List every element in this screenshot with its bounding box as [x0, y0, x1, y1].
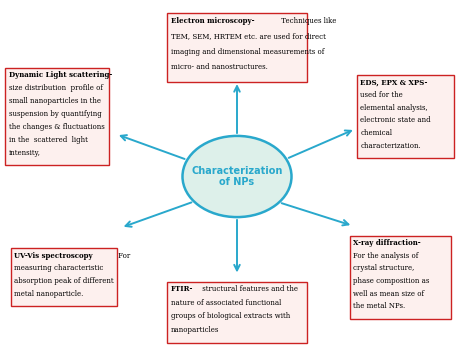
FancyBboxPatch shape	[167, 282, 307, 343]
Text: Characterization
of NPs: Characterization of NPs	[191, 166, 283, 187]
Text: Dynamic Light scattering-: Dynamic Light scattering-	[9, 71, 112, 79]
Text: size distribution  profile of: size distribution profile of	[9, 84, 102, 92]
Text: For: For	[116, 251, 130, 259]
Text: nanoparticles: nanoparticles	[171, 326, 219, 334]
Text: chemical: chemical	[360, 129, 392, 137]
Text: structural features and the: structural features and the	[200, 285, 298, 293]
Text: X-ray diffraction-: X-ray diffraction-	[353, 239, 421, 247]
Text: the metal NPs.: the metal NPs.	[353, 303, 406, 310]
Text: For the analysis of: For the analysis of	[353, 252, 419, 260]
Text: groups of biological extracts with: groups of biological extracts with	[171, 312, 290, 321]
Text: metal nanoparticle.: metal nanoparticle.	[15, 290, 84, 298]
Text: used for the: used for the	[360, 91, 403, 99]
Text: absorption peak of different: absorption peak of different	[15, 277, 114, 285]
Text: the changes & fluctuations: the changes & fluctuations	[9, 123, 104, 131]
Text: in the  scattered  light: in the scattered light	[9, 136, 87, 144]
Text: phase composition as: phase composition as	[353, 277, 430, 285]
Text: UV-Vis spectroscopy: UV-Vis spectroscopy	[15, 251, 93, 259]
Text: well as mean size of: well as mean size of	[353, 290, 425, 298]
Circle shape	[182, 136, 292, 217]
Text: intensity,: intensity,	[9, 149, 41, 157]
Text: TEM, SEM, HRTEM etc. are used for direct: TEM, SEM, HRTEM etc. are used for direct	[171, 32, 326, 40]
Text: Electron microscopy-: Electron microscopy-	[171, 17, 255, 25]
Text: Techniques like: Techniques like	[279, 17, 336, 25]
Text: small nanoparticles in the: small nanoparticles in the	[9, 97, 100, 105]
Text: elemental analysis,: elemental analysis,	[360, 104, 428, 112]
Text: characterization.: characterization.	[360, 142, 421, 150]
Text: electronic state and: electronic state and	[360, 116, 431, 125]
FancyBboxPatch shape	[167, 13, 307, 82]
FancyBboxPatch shape	[11, 248, 117, 306]
Text: imaging and dimensional measurements of: imaging and dimensional measurements of	[171, 48, 324, 56]
Text: FTIR-: FTIR-	[171, 285, 193, 293]
Text: nature of associated functional: nature of associated functional	[171, 299, 281, 307]
FancyBboxPatch shape	[349, 236, 451, 318]
Text: measuring characteristic: measuring characteristic	[15, 264, 104, 272]
Text: micro- and nanostructures.: micro- and nanostructures.	[171, 63, 268, 71]
FancyBboxPatch shape	[356, 75, 454, 158]
Text: EDS, EPX & XPS-: EDS, EPX & XPS-	[360, 78, 428, 86]
Text: crystal structure,: crystal structure,	[353, 264, 415, 273]
FancyBboxPatch shape	[5, 68, 109, 165]
Text: suspension by quantifying: suspension by quantifying	[9, 110, 101, 118]
